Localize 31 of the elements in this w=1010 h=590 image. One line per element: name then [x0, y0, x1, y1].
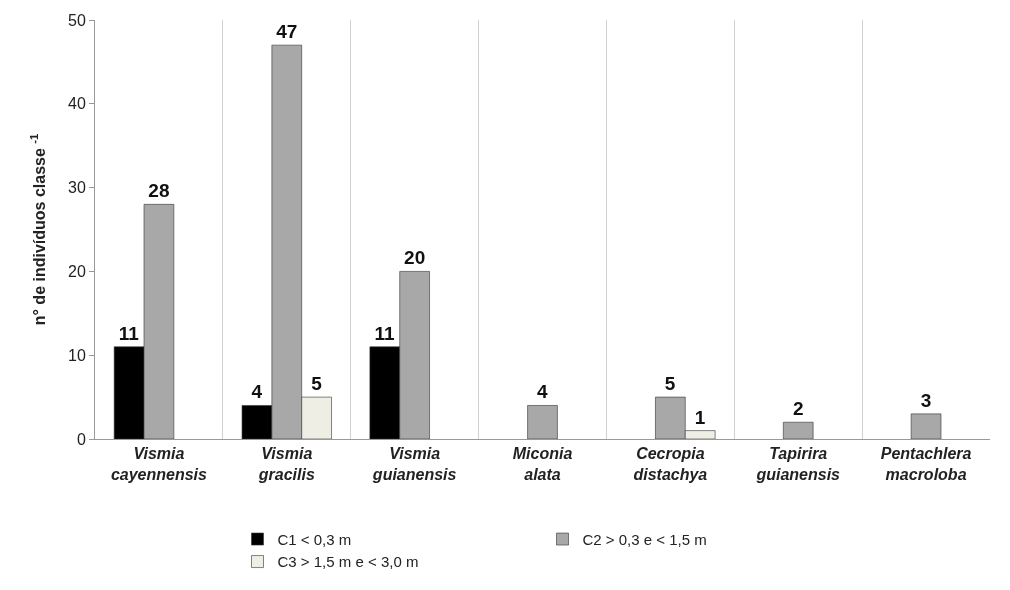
- legend-label: C2 > 0,3 e < 1,5 m: [582, 530, 707, 548]
- data-label: 47: [276, 21, 298, 43]
- data-label: 4: [251, 381, 263, 403]
- x-tick-label: Miconia alata: [512, 445, 573, 483]
- bar: [783, 421, 814, 439]
- data-label: 3: [920, 389, 932, 411]
- x-tick-label: Vismia gracilis: [257, 445, 315, 483]
- data-label: 28: [148, 180, 170, 202]
- legend-label: C3 > 1,5 m e < 3,0 m: [277, 553, 419, 571]
- data-label: 4: [537, 381, 548, 403]
- data-label: 1: [694, 406, 706, 428]
- bar: [910, 413, 942, 439]
- x-tick-label: Vismia cayennensis: [110, 445, 208, 483]
- y-tick-label: 50: [68, 11, 86, 29]
- y-tick-label: 30: [68, 179, 86, 197]
- x-tick-label: Vismia guianensis: [371, 445, 457, 483]
- data-label: 11: [374, 322, 396, 344]
- bar: [527, 405, 558, 439]
- data-label: 5: [311, 373, 323, 395]
- data-label: 2: [792, 398, 804, 420]
- y-tick-label: 40: [68, 95, 86, 113]
- y-tick-label: 0: [76, 430, 86, 448]
- data-label: 5: [664, 373, 676, 395]
- data-label: 20: [404, 247, 426, 269]
- x-tick-label: Pentachlera macroloba: [880, 445, 972, 483]
- y-tick-label: 10: [68, 346, 86, 364]
- x-tick-label: Tapirira guianensis: [755, 445, 841, 483]
- y-tick-label: 20: [68, 263, 86, 280]
- x-tick-label: Cecropia distachya: [633, 445, 708, 483]
- data-label: 11: [118, 322, 140, 344]
- legend-label: C1 < 0,3 m: [277, 530, 352, 548]
